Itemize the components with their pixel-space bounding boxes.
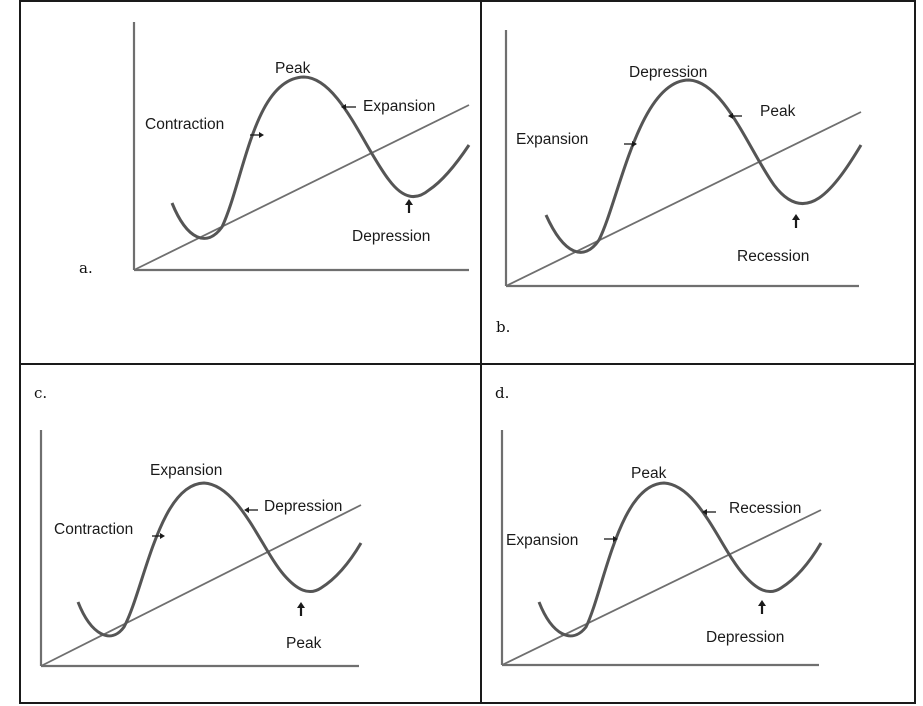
annotation-arrows	[250, 106, 411, 213]
axes	[132, 22, 469, 272]
trend-line	[133, 104, 470, 271]
annotation-arrows	[152, 509, 303, 616]
label-peak: Expansion	[150, 462, 222, 479]
axes	[39, 430, 359, 668]
label-right: Depression	[264, 498, 342, 515]
label-peak: Peak	[275, 60, 311, 77]
trend-line	[40, 504, 362, 667]
label-left: Contraction	[54, 521, 133, 538]
options-grid: Peak Contraction Expansion Depression a.…	[19, 0, 916, 704]
label-peak: Depression	[629, 64, 707, 81]
panel-c: Expansion Contraction Depression Peak c.	[34, 384, 363, 668]
annotation-arrows	[604, 511, 764, 614]
trend-line	[501, 509, 822, 666]
cycle-curve	[544, 78, 863, 254]
label-trough: Depression	[706, 629, 784, 646]
axes	[500, 430, 819, 667]
panel-letter: c.	[34, 384, 47, 402]
label-left: Expansion	[506, 532, 578, 549]
label-left: Contraction	[145, 116, 224, 133]
label-peak: Peak	[631, 465, 667, 482]
options-grid-svg: Peak Contraction Expansion Depression a.…	[19, 0, 916, 704]
panel-d: Peak Expansion Recession Depression d.	[495, 384, 823, 667]
panel-b: Depression Expansion Peak Recession b.	[496, 30, 863, 336]
trend-line	[505, 111, 862, 287]
panel-letter: d.	[495, 384, 509, 402]
panel-a: Peak Contraction Expansion Depression a.	[79, 22, 471, 277]
label-trough: Depression	[352, 228, 430, 245]
label-right: Expansion	[363, 98, 435, 115]
grid-border	[19, 0, 916, 704]
label-trough: Recession	[737, 248, 809, 265]
annotation-arrows	[624, 115, 798, 228]
cycle-curve	[76, 481, 363, 638]
axes	[504, 30, 859, 288]
cycle-curve	[537, 481, 823, 638]
cycle-curve	[170, 75, 471, 240]
label-left: Expansion	[516, 131, 588, 148]
label-right: Recession	[729, 500, 801, 517]
panel-letter: a.	[79, 259, 93, 277]
panel-letter: b.	[496, 318, 510, 336]
label-trough: Peak	[286, 635, 322, 652]
label-right: Peak	[760, 103, 796, 120]
